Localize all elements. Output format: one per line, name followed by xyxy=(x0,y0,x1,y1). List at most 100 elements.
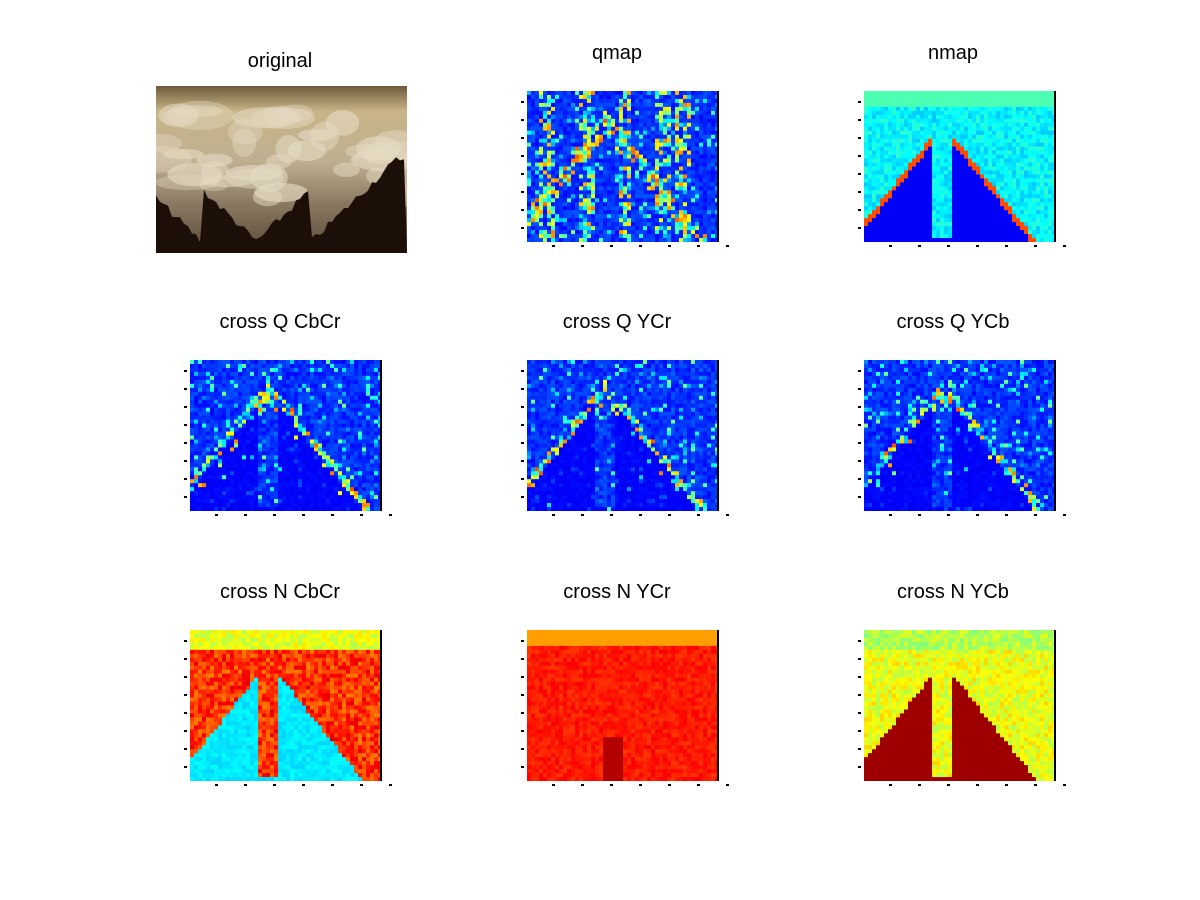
heatmap-cell xyxy=(900,210,905,215)
heatmap-cell xyxy=(611,178,616,183)
heatmap-cell xyxy=(535,142,540,148)
heatmap-cell xyxy=(282,411,287,417)
heatmap-cell xyxy=(334,367,339,373)
heatmap-cell xyxy=(1048,214,1053,219)
heatmap-cell xyxy=(1000,142,1005,148)
heatmap-cell xyxy=(262,371,267,377)
heatmap-cell xyxy=(888,146,893,152)
heatmap-cell xyxy=(864,114,869,120)
heatmap-cell xyxy=(912,142,917,148)
heatmap-cell xyxy=(551,194,556,199)
heatmap-cell xyxy=(920,142,925,148)
heatmap-cell xyxy=(575,134,580,140)
heatmap-cell xyxy=(579,170,584,175)
heatmap-cell xyxy=(190,391,195,397)
heatmap-cell xyxy=(290,383,295,389)
heatmap-cell xyxy=(218,387,223,393)
heatmap-cell xyxy=(274,431,279,436)
heatmap-cell xyxy=(916,94,921,100)
heatmap-cell xyxy=(226,459,231,464)
heatmap-cell xyxy=(547,106,552,112)
heatmap-cell xyxy=(703,170,708,175)
heatmap-cell xyxy=(988,226,993,231)
heatmap-cell xyxy=(194,399,199,405)
heatmap-cell xyxy=(262,403,267,409)
heatmap-cell xyxy=(294,447,299,452)
heatmap-cell xyxy=(968,182,973,187)
heatmap-cell xyxy=(687,106,692,112)
heatmap-cell xyxy=(1048,91,1053,96)
heatmap-cell xyxy=(567,198,572,203)
heatmap-cell xyxy=(587,230,592,235)
heatmap-cell xyxy=(559,138,564,144)
heatmap-cell xyxy=(370,419,375,425)
heatmap-cell xyxy=(607,91,612,96)
heatmap-cell xyxy=(948,114,953,120)
heatmap-cell xyxy=(551,218,556,223)
heatmap-cell xyxy=(647,106,652,112)
heatmap-cell xyxy=(318,435,323,440)
heatmap-cell xyxy=(944,194,949,199)
heatmap-cell xyxy=(611,202,616,207)
heatmap-cell xyxy=(908,110,913,116)
heatmap-cell xyxy=(555,146,560,152)
heatmap-cell xyxy=(595,214,600,219)
heatmap-cell xyxy=(683,234,688,239)
heatmap-cell xyxy=(703,142,708,148)
heatmap-cell xyxy=(639,226,644,231)
heatmap-cell xyxy=(695,146,700,152)
heatmap-cell xyxy=(892,234,897,239)
heatmap-cell xyxy=(892,146,897,152)
heatmap-cell xyxy=(350,383,355,389)
heatmap-cell xyxy=(892,230,897,235)
heatmap-cell xyxy=(342,411,347,417)
heatmap-cell xyxy=(595,206,600,211)
heatmap-cell xyxy=(920,158,925,164)
heatmap-cell xyxy=(936,166,941,171)
heatmap-cell xyxy=(1032,234,1037,239)
heatmap-cell xyxy=(671,234,676,239)
heatmap-cell xyxy=(346,367,351,373)
heatmap-cell xyxy=(326,371,331,377)
heatmap-cell xyxy=(551,126,556,132)
heatmap-cell xyxy=(876,230,881,235)
heatmap-cell xyxy=(928,222,933,227)
heatmap-cell xyxy=(563,170,568,175)
heatmap-cell xyxy=(916,226,921,231)
heatmap-cell xyxy=(675,230,680,235)
heatmap-cell xyxy=(603,230,608,235)
heatmap-cell xyxy=(362,383,367,389)
heatmap-cell xyxy=(262,383,267,389)
heatmap-cell xyxy=(944,198,949,203)
heatmap-cell xyxy=(571,166,576,171)
heatmap-cell xyxy=(559,118,564,124)
heatmap-cell xyxy=(615,150,620,156)
heatmap-cell xyxy=(960,238,965,242)
heatmap-cell xyxy=(880,142,885,148)
heatmap-cell xyxy=(326,451,331,456)
heatmap-cell xyxy=(884,214,889,219)
heatmap-cell xyxy=(250,455,255,460)
heatmap-cell xyxy=(591,106,596,112)
heatmap-cell xyxy=(350,360,355,365)
heatmap-cell xyxy=(695,122,700,128)
heatmap-cell xyxy=(864,146,869,152)
heatmap-cell xyxy=(194,383,199,389)
heatmap-cell xyxy=(924,98,929,104)
heatmap-cell xyxy=(1016,222,1021,227)
heatmap-cell xyxy=(587,222,592,227)
heatmap-cell xyxy=(1036,150,1041,156)
heatmap-cell xyxy=(631,146,636,152)
heatmap-cell xyxy=(984,138,989,144)
heatmap-cell xyxy=(358,415,363,421)
heatmap-cell xyxy=(623,114,628,120)
heatmap-cell xyxy=(1048,122,1053,128)
heatmap-cell xyxy=(888,158,893,164)
heatmap-cell xyxy=(707,134,712,140)
heatmap-cell xyxy=(892,206,897,211)
heatmap-cell xyxy=(611,122,616,128)
heatmap-cell xyxy=(202,427,207,433)
heatmap-cell xyxy=(1036,162,1041,167)
heatmap-cell xyxy=(230,439,235,444)
heatmap-cell xyxy=(322,443,327,448)
